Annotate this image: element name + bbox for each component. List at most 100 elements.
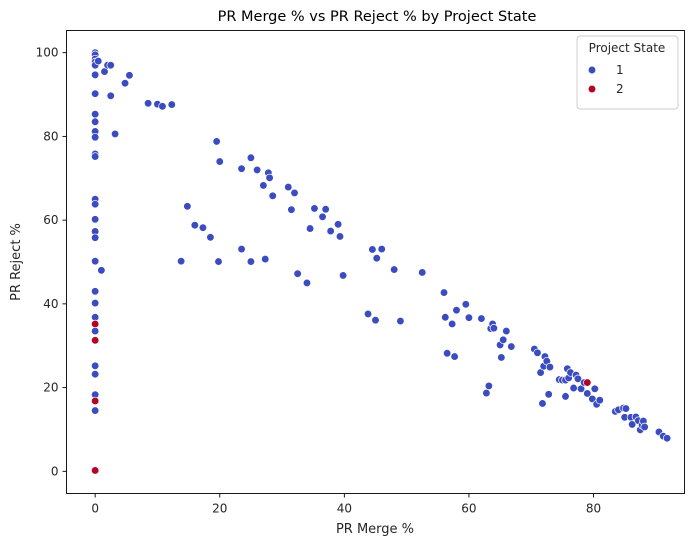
y-tick-label: 0	[51, 464, 59, 478]
legend-label-2: 2	[616, 82, 624, 96]
scatter-point-state-1	[214, 257, 223, 266]
scatter-point-state-1	[91, 370, 100, 379]
scatter-point-state-1	[106, 61, 115, 70]
x-tick-label: 40	[337, 502, 352, 516]
scatter-point-state-1	[396, 316, 405, 326]
scatter-point-state-1	[507, 342, 516, 351]
scatter-point-state-1	[321, 205, 330, 214]
scatter-point-state-1	[97, 266, 106, 275]
scatter-point-state-1	[259, 181, 268, 190]
scatter-point-state-1	[183, 202, 192, 211]
scatter-point-state-2	[91, 319, 100, 329]
scatter-point-state-1	[91, 110, 100, 119]
scatter-point-state-1	[544, 390, 553, 399]
scatter-point-state-1	[91, 298, 100, 308]
scatter-point-state-1	[368, 245, 377, 254]
plot-frame	[66, 30, 685, 494]
x-axis: 0 20 40 60 80	[91, 493, 601, 516]
scatter-point-state-1	[318, 212, 327, 221]
scatter-point-state-1	[246, 153, 256, 162]
scatter-point-state-1	[91, 361, 100, 370]
y-tick-label: 100	[36, 46, 59, 60]
scatter-point-state-1	[326, 226, 335, 236]
scatter-point-state-1	[442, 349, 452, 358]
y-tick-label: 60	[43, 213, 58, 227]
scatter-point-state-1	[125, 71, 134, 80]
scatter-point-state-1	[418, 268, 427, 277]
scatter-point-state-1	[561, 392, 570, 401]
scatter-points	[91, 48, 672, 475]
scatter-point-state-1	[293, 269, 302, 278]
scatter-point-state-1	[439, 288, 449, 297]
scatter-point-state-1	[91, 326, 100, 336]
scatter-point-state-1	[533, 348, 542, 357]
scatter-point-state-1	[333, 220, 343, 229]
scatter-point-state-1	[265, 173, 274, 183]
scatter-point-state-1	[176, 257, 186, 266]
scatter-point-state-1	[158, 102, 167, 111]
y-tick-label: 40	[43, 297, 58, 311]
scatter-point-state-1	[91, 133, 100, 142]
scatter-point-state-1	[310, 204, 319, 213]
scatter-point-state-1	[371, 316, 380, 325]
scatter-point-state-1	[390, 265, 399, 274]
scatter-point-state-1	[595, 395, 604, 405]
scatter-point-state-1	[206, 233, 215, 242]
scatter-point-state-1	[338, 271, 348, 280]
scatter-point-state-2	[91, 396, 100, 406]
scatter-point-state-1	[499, 335, 508, 345]
scatter-point-state-1	[91, 70, 100, 80]
scatter-point-state-1	[583, 389, 592, 398]
scatter-point-state-1	[363, 309, 373, 319]
legend-title: Project State	[589, 41, 666, 55]
scatter-point-state-1	[452, 305, 461, 315]
scatter-point-state-1	[477, 314, 486, 323]
scatter-point-state-1	[91, 257, 100, 266]
scatter-point-state-1	[94, 56, 103, 66]
y-axis-label: PR Reject %	[9, 223, 24, 301]
scatter-point-state-1	[484, 381, 494, 391]
legend: Project State 12	[576, 35, 679, 110]
scatter-point-state-1	[335, 232, 345, 241]
legend-marker-1	[587, 65, 597, 75]
scatter-point-state-1	[167, 100, 176, 109]
scatter-point-state-1	[447, 319, 457, 329]
scatter-point-state-1	[91, 233, 100, 242]
scatter-point-state-1	[237, 164, 246, 173]
scatter-point-state-1	[215, 157, 224, 166]
scatter-point-state-1	[502, 326, 511, 336]
scatter-point-state-1	[91, 287, 100, 296]
scatter-point-state-1	[662, 434, 672, 443]
scatter-point-state-1	[91, 406, 100, 415]
scatter-point-state-1	[106, 91, 115, 100]
legend-items: 12	[587, 63, 624, 96]
scatter-point-state-1	[190, 221, 199, 230]
scatter-point-state-1	[284, 182, 293, 192]
scatter-point-state-1	[538, 399, 547, 408]
scatter-point-state-1	[441, 313, 450, 322]
x-tick-label: 20	[212, 502, 227, 516]
scatter-point-state-1	[482, 388, 491, 398]
scatter-point-state-1	[261, 254, 270, 264]
chart-title: PR Merge % vs PR Reject % by Project Sta…	[218, 9, 537, 25]
scatter-point-state-1	[377, 244, 386, 254]
y-axis: 0 20 40 60 80 100	[36, 46, 67, 478]
legend-box	[576, 35, 679, 110]
scatter-point-state-1	[268, 191, 277, 201]
scatter-point-state-1	[198, 223, 208, 232]
scatter-point-state-1	[91, 117, 100, 126]
scatter-point-state-1	[573, 374, 583, 383]
scatter-point-state-1	[91, 152, 100, 161]
scatter-point-state-1	[287, 205, 296, 214]
scatter-point-state-1	[450, 352, 459, 361]
scatter-point-state-1	[212, 137, 221, 146]
scatter-point-state-1	[497, 353, 506, 362]
scatter-point-state-1	[640, 422, 649, 432]
scatter-point-state-1	[464, 313, 474, 322]
scatter-point-state-1	[143, 99, 153, 108]
scatter-point-state-1	[628, 420, 637, 429]
scatter-point-state-1	[621, 404, 631, 413]
x-axis-label: PR Merge %	[336, 522, 414, 537]
scatter-point-state-1	[305, 224, 315, 233]
